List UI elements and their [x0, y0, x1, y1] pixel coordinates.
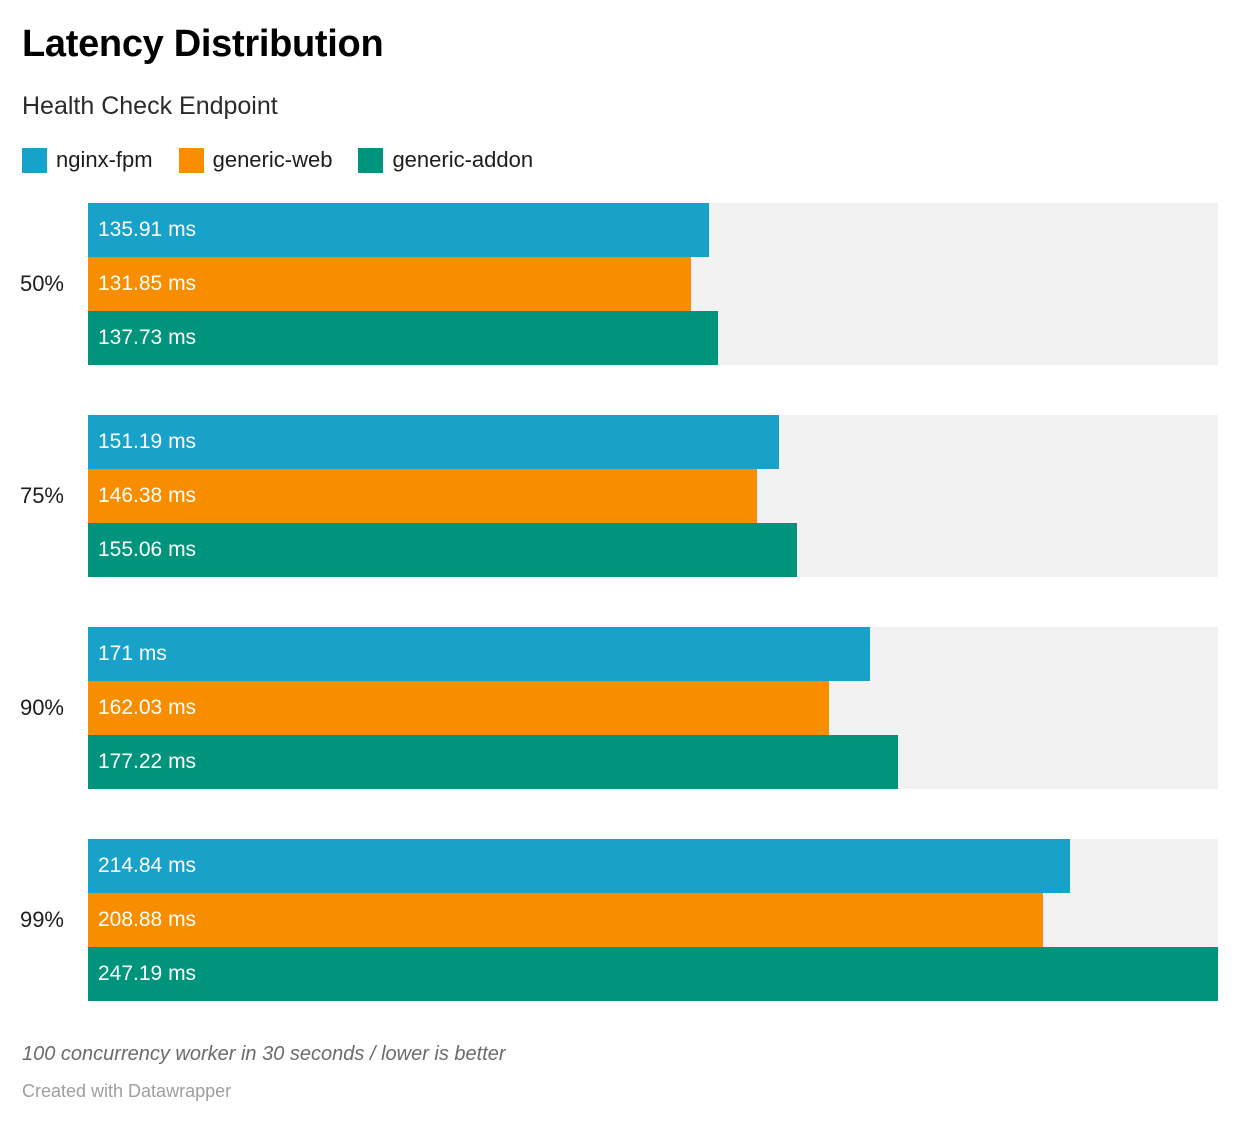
- bar-value-label: 162.03 ms: [98, 696, 197, 720]
- bar-generic-web: 208.88 ms: [88, 893, 1043, 948]
- bar-generic-web: 131.85 ms: [88, 257, 691, 312]
- bar-track: 135.91 ms 131.85 ms 137.73 ms: [88, 203, 1218, 366]
- bar-value-label: 177.22 ms: [98, 750, 197, 774]
- bar-generic-addon: 137.73 ms: [88, 311, 718, 366]
- legend-swatch-icon: [358, 147, 384, 173]
- footer-note: 100 concurrency worker in 30 seconds / l…: [22, 1043, 506, 1066]
- legend-swatch-icon: [178, 147, 204, 173]
- bar-track: 214.84 ms 208.88 ms 247.19 ms: [88, 839, 1218, 1002]
- bar-value-label: 131.85 ms: [98, 272, 197, 296]
- bar-generic-web: 146.38 ms: [88, 469, 758, 524]
- legend-swatch-icon: [22, 147, 47, 173]
- bar-generic-addon: 177.22 ms: [88, 735, 899, 790]
- bar-generic-addon: 247.19 ms: [88, 947, 1218, 1002]
- bar-group: 99% 214.84 ms 208.88 ms 247.19 ms: [0, 839, 1240, 1002]
- datawrapper-attribution-link[interactable]: Created with Datawrapper: [22, 1081, 232, 1102]
- category-label: 75%: [19, 483, 64, 509]
- bar-value-label: 137.73 ms: [98, 326, 197, 350]
- bar-track: 151.19 ms 146.38 ms 155.06 ms: [88, 415, 1218, 578]
- bar-value-label: 171 ms: [98, 642, 167, 666]
- bar-value-label: 208.88 ms: [98, 908, 197, 932]
- bar-nginx-fpm: 135.91 ms: [88, 203, 710, 258]
- legend-label: generic-web: [212, 147, 333, 173]
- legend-label: generic-addon: [392, 147, 534, 173]
- legend: nginx-fpm generic-web generic-addon: [0, 147, 1240, 173]
- legend-item-generic-web: generic-web: [178, 147, 333, 173]
- bar-value-label: 247.19 ms: [98, 962, 197, 986]
- bar-group: 90% 171 ms 162.03 ms 177.22 ms: [0, 627, 1240, 790]
- chart-subtitle: Health Check Endpoint: [22, 91, 278, 120]
- bar-chart: 50% 135.91 ms 131.85 ms 137.73 ms 75% 151.19 …: [0, 203, 1240, 1002]
- bar-generic-web: 162.03 ms: [88, 681, 829, 736]
- legend-item-nginx-fpm: nginx-fpm: [22, 147, 153, 173]
- bar-value-label: 146.38 ms: [98, 484, 197, 508]
- bar-group: 75% 151.19 ms 146.38 ms 155.06 ms: [0, 415, 1240, 578]
- bar-value-label: 214.84 ms: [98, 854, 197, 878]
- bar-value-label: 151.19 ms: [98, 430, 197, 454]
- legend-label: nginx-fpm: [56, 147, 153, 173]
- bar-nginx-fpm: 171 ms: [88, 627, 870, 682]
- bar-nginx-fpm: 214.84 ms: [88, 839, 1071, 894]
- category-label: 50%: [19, 271, 64, 297]
- bar-value-label: 135.91 ms: [98, 218, 197, 242]
- category-label: 99%: [19, 907, 64, 933]
- legend-item-generic-addon: generic-addon: [358, 147, 533, 173]
- category-label: 90%: [19, 695, 64, 721]
- bar-group: 50% 135.91 ms 131.85 ms 137.73 ms: [0, 203, 1240, 366]
- chart-title: Latency Distribution: [22, 23, 384, 65]
- bar-nginx-fpm: 151.19 ms: [88, 415, 780, 470]
- bar-value-label: 155.06 ms: [98, 538, 197, 562]
- bar-generic-addon: 155.06 ms: [88, 523, 797, 578]
- bar-track: 171 ms 162.03 ms 177.22 ms: [88, 627, 1218, 790]
